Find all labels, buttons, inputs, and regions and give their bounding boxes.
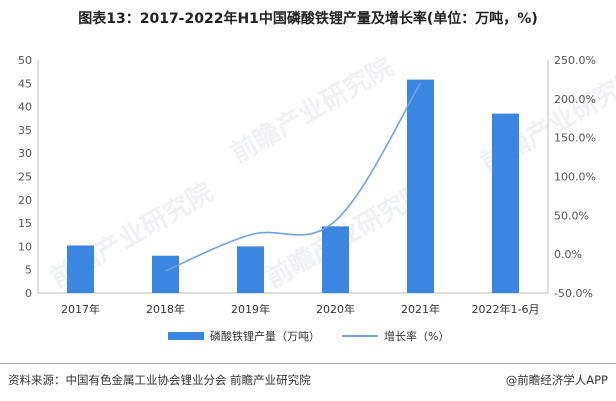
x-tick-label: 2019年 xyxy=(231,302,270,316)
bar xyxy=(237,246,264,293)
y-left-tick-label: 5 xyxy=(25,264,32,277)
y-left-tick-label: 50 xyxy=(18,54,32,67)
y-right-tick-label: 0.0% xyxy=(554,248,582,261)
legend-item-bar: 磷酸铁锂产量（万吨） xyxy=(168,328,320,344)
y-right-tick-label: 100.0% xyxy=(554,171,596,184)
x-tick-label: 2021年 xyxy=(401,302,440,316)
legend-bar-swatch xyxy=(168,332,204,340)
x-tick-label: 2022年1-6月 xyxy=(472,302,540,316)
growth-rate-line xyxy=(165,82,422,272)
y-right-tick-label: 250.0% xyxy=(554,54,596,67)
y-right-tick-label: 200.0% xyxy=(554,93,596,106)
y-right-tick-label: 50.0% xyxy=(554,209,589,222)
y-left-tick-label: 10 xyxy=(18,240,32,253)
bar xyxy=(407,79,434,294)
legend-bar-label: 磷酸铁锂产量（万吨） xyxy=(210,330,320,343)
bar xyxy=(152,255,179,293)
bar xyxy=(67,245,94,293)
x-tick-label: 2018年 xyxy=(146,302,185,316)
legend: 磷酸铁锂产量（万吨） 增长率（%） xyxy=(0,328,616,344)
y-right-tick-label: -50.0% xyxy=(554,287,593,300)
y-left-tick-label: 25 xyxy=(18,171,32,184)
y-left-tick-label: 35 xyxy=(18,124,32,137)
y-left-tick-label: 30 xyxy=(18,147,32,160)
legend-item-line: 增长率（%） xyxy=(342,328,449,344)
y-left-tick-label: 40 xyxy=(18,101,32,114)
legend-line-swatch xyxy=(342,335,378,337)
y-left-tick-label: 20 xyxy=(18,194,32,207)
legend-line-label: 增长率（%） xyxy=(384,330,450,343)
y-left-tick-label: 0 xyxy=(25,287,32,300)
y-right-tick-label: 150.0% xyxy=(554,132,596,145)
bar xyxy=(492,113,519,293)
footer-divider xyxy=(0,363,616,364)
chart-plot: 0 5 10 15 20 25 30 35 40 45 50 -50.0% 0.0% 50.0% 100.0… xyxy=(18,54,596,316)
y-left-tick-label: 45 xyxy=(18,77,32,90)
source-note: 资料来源：中国有色金属工业协会锂业分会 前瞻产业研究院 xyxy=(8,373,311,387)
x-tick-label: 2017年 xyxy=(61,302,100,316)
bar xyxy=(322,226,349,293)
brand-credit: @前瞻经济学人APP xyxy=(505,373,608,387)
x-tick-label: 2020年 xyxy=(316,302,355,316)
y-left-tick-label: 15 xyxy=(18,217,32,230)
chart-title: 图表13：2017-2022年H1中国磷酸铁锂产量及增长率(单位：万吨，%) xyxy=(78,11,538,27)
